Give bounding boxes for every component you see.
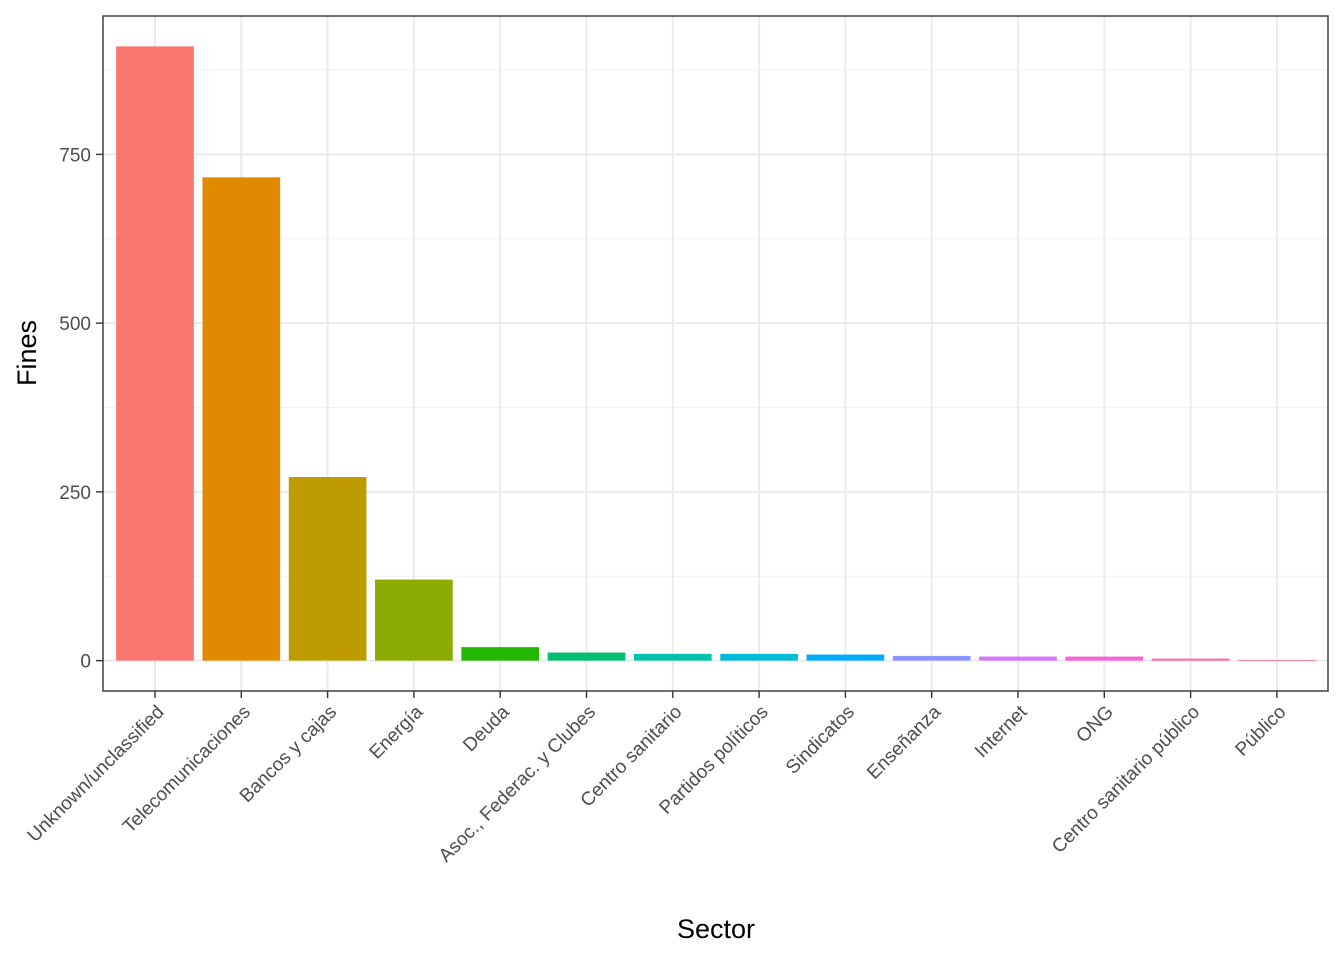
- bar: [892, 655, 971, 661]
- y-axis-ticks: 0 250 500 750: [59, 145, 103, 673]
- bar: [1065, 656, 1144, 661]
- bar: [116, 46, 194, 661]
- x-tick-label: ONG: [1072, 702, 1117, 747]
- bar: [547, 652, 626, 661]
- x-tick-label: Público: [1232, 702, 1291, 761]
- x-tick-label: Enseñanza: [863, 701, 945, 783]
- bar: [720, 653, 798, 661]
- bars: [116, 46, 1316, 661]
- y-axis-title: Fines: [12, 320, 42, 386]
- bar: [1238, 659, 1316, 661]
- x-axis-title: Sector: [677, 914, 755, 944]
- y-tick-label: 500: [59, 314, 91, 335]
- bar: [806, 654, 885, 661]
- x-tick-label: Asoc., Federac. y Clubes: [435, 702, 600, 867]
- x-tick-label: Centro sanitario público: [1048, 702, 1204, 858]
- bar: [461, 647, 540, 661]
- x-tick-label: Energía: [366, 701, 428, 763]
- x-tick-label: Internet: [971, 701, 1032, 762]
- x-axis-ticks: Unknown/unclassifiedTelecomunicacionesBa…: [24, 691, 1291, 867]
- y-tick-label: 0: [80, 652, 91, 673]
- x-tick-label: Unknown/unclassified: [24, 702, 169, 847]
- panel-background: [103, 16, 1328, 691]
- x-tick-label: Sindicatos: [782, 702, 859, 779]
- bar: [633, 653, 712, 661]
- x-tick-label: Deuda: [459, 701, 514, 756]
- y-tick-label: 750: [59, 145, 91, 166]
- bar: [375, 579, 453, 661]
- panel-border: [102, 15, 1329, 692]
- bar: [1151, 658, 1230, 661]
- y-tick-label: 250: [59, 483, 91, 504]
- bar: [202, 177, 281, 661]
- bar: [288, 477, 367, 661]
- bar: [979, 656, 1057, 661]
